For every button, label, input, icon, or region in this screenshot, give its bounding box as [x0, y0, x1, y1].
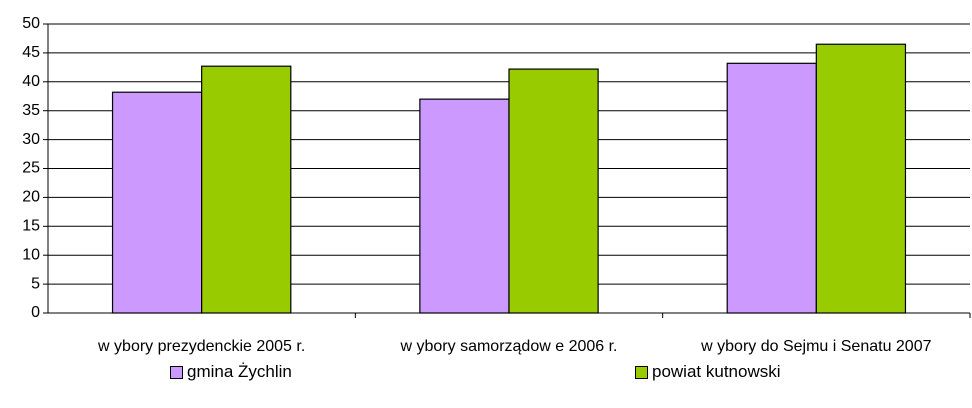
bar	[726, 62, 817, 314]
y-tick-label: 20	[22, 189, 40, 206]
bar	[419, 98, 510, 314]
y-tick-label: 30	[22, 131, 40, 148]
y-tick-label: 40	[22, 73, 40, 90]
x-tick-label: w ybory samorządow e 2006 r.	[400, 338, 618, 355]
legend-item: gmina Żychlin	[170, 362, 292, 382]
bar	[111, 91, 203, 314]
y-tick-label: 50	[22, 15, 40, 32]
x-tick-label: w ybory prezydenckie 2005 r.	[98, 338, 306, 355]
x-tick-label: w ybory do Sejmu i Senatu 2007	[701, 338, 932, 355]
bar	[201, 65, 292, 314]
y-tick-label: 35	[22, 102, 40, 119]
legend-label: powiat kutnowski	[652, 362, 781, 381]
bar	[815, 43, 907, 314]
legend-swatch	[170, 365, 183, 379]
legend-swatch	[635, 365, 648, 379]
y-tick-label: 15	[22, 218, 40, 235]
bar	[508, 68, 599, 314]
y-tick-label: 45	[22, 44, 40, 61]
y-tick-label: 0	[31, 304, 40, 321]
y-tick-label: 5	[31, 275, 40, 292]
legend-label: gmina Żychlin	[187, 362, 292, 381]
y-tick-label: 10	[22, 246, 40, 263]
legend-item: powiat kutnowski	[635, 362, 781, 382]
y-tick-label: 25	[22, 160, 40, 177]
